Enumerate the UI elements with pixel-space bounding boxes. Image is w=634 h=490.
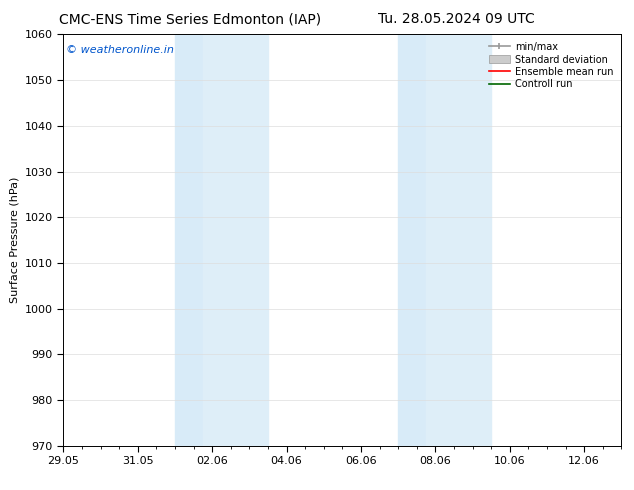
Bar [175, 34, 203, 446]
Text: CMC-ENS Time Series Edmonton (IAP): CMC-ENS Time Series Edmonton (IAP) [59, 12, 321, 26]
Y-axis label: Surface Pressure (hPa): Surface Pressure (hPa) [10, 177, 19, 303]
Text: © weatheronline.in: © weatheronline.in [66, 45, 174, 54]
Bar [426, 34, 491, 446]
Text: Tu. 28.05.2024 09 UTC: Tu. 28.05.2024 09 UTC [378, 12, 535, 26]
Bar [203, 34, 268, 446]
Legend: min/max, Standard deviation, Ensemble mean run, Controll run: min/max, Standard deviation, Ensemble me… [486, 39, 616, 92]
Bar [398, 34, 426, 446]
